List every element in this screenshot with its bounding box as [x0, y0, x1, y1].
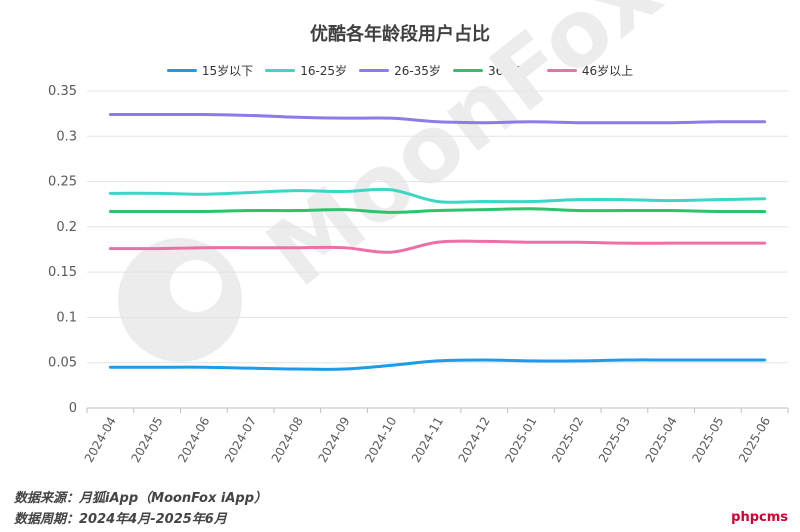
x-tick-label: 2024-09 — [315, 415, 352, 465]
x-tick-label: 2024-08 — [269, 415, 306, 465]
legend-swatch — [265, 69, 296, 72]
legend-item: 26-35岁 — [359, 62, 441, 79]
x-tick-label: 2025-03 — [596, 415, 633, 465]
legend-swatch — [452, 69, 483, 72]
legend-label: 36-45岁 — [487, 64, 535, 78]
series-line — [108, 207, 767, 214]
x-tick-label: 2024-05 — [129, 415, 166, 465]
x-tick-label: 2024-06 — [175, 415, 212, 465]
source-note: 数据来源：月狐iApp（MoonFox iApp） — [14, 491, 268, 506]
series-line — [108, 239, 767, 254]
y-tick-label: 0.1 — [56, 310, 77, 325]
x-tick-label: 2024-04 — [82, 415, 119, 465]
legend-item: 46岁以上 — [546, 62, 634, 79]
y-tick-label: 0.2 — [56, 220, 77, 235]
x-tick-label: 2024-10 — [362, 415, 399, 465]
legend-label: 46岁以上 — [581, 64, 634, 78]
legend-label: 16-25岁 — [300, 64, 348, 78]
x-tick-label: 2025-01 — [502, 415, 539, 465]
x-tick-label: 2025-06 — [736, 415, 773, 465]
y-tick-label: 0.3 — [56, 129, 77, 144]
legend-label: 15岁以下 — [201, 64, 254, 78]
period-note: 数据周期：2024年4月-2025年6月 — [14, 512, 227, 527]
y-tick-label: 0.05 — [48, 356, 77, 371]
legend: 15岁以下 16-25岁 26-35岁 36-45岁 46岁以上 — [0, 62, 800, 79]
watermark-text: MoonFox — [248, 0, 680, 307]
legend-item: 16-25岁 — [265, 62, 347, 79]
y-tick-label: 0.15 — [48, 265, 77, 280]
watermark-logo-cutout — [170, 260, 222, 312]
y-tick-label: 0.35 — [48, 84, 77, 99]
series-line — [108, 112, 767, 125]
x-tick-label: 2024-12 — [456, 415, 493, 465]
series-line — [108, 358, 767, 371]
x-tick-label: 2024-11 — [409, 415, 446, 465]
x-tick-label: 2025-02 — [549, 415, 586, 465]
y-tick-label: 0 — [69, 401, 77, 416]
series-line — [108, 187, 767, 204]
legend-item: 15岁以下 — [166, 62, 254, 79]
legend-item: 36-45岁 — [452, 62, 535, 79]
corner-logo: phpcms — [727, 509, 792, 526]
legend-swatch — [546, 69, 577, 72]
legend-swatch — [166, 69, 197, 72]
x-tick-label: 2024-07 — [222, 415, 259, 465]
x-tick-label: 2025-05 — [689, 415, 726, 465]
x-tick-label: 2025-04 — [643, 415, 680, 465]
y-tick-label: 0.25 — [48, 175, 77, 190]
legend-label: 26-35岁 — [394, 64, 441, 78]
legend-swatch — [359, 69, 390, 72]
chart-title: 优酷各年龄段用户占比 — [310, 24, 490, 45]
